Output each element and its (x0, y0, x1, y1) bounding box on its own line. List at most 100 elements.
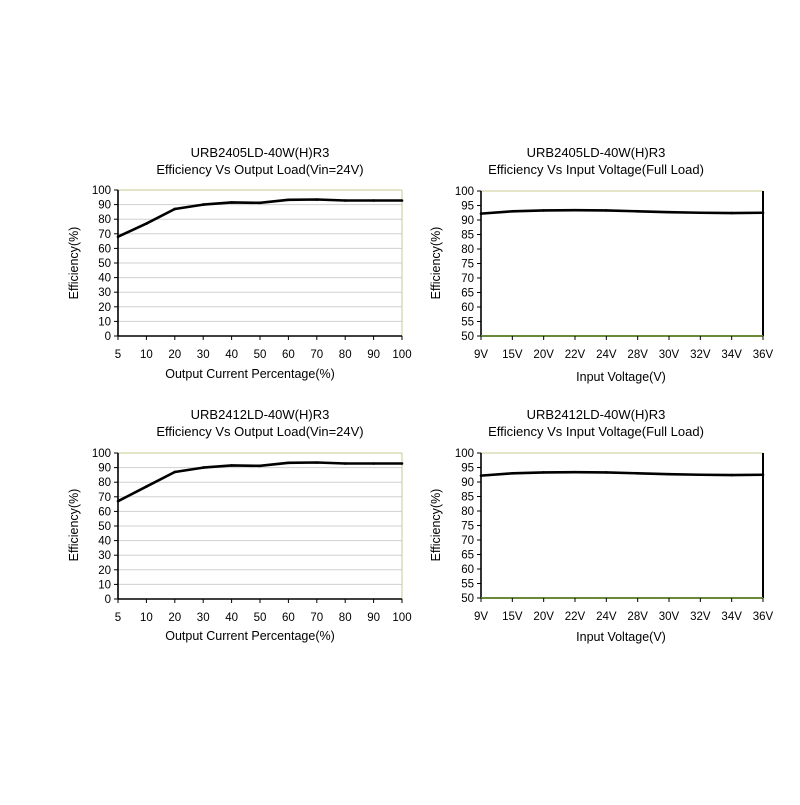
x-tick-label: 70 (310, 612, 323, 624)
data-point (173, 207, 177, 211)
x-tick-label: 34V (721, 349, 742, 361)
data-point (201, 203, 205, 206)
x-tick-label: 24V (596, 349, 617, 361)
x-tick-label: 22V (565, 349, 586, 361)
x-tick-label: 40 (225, 612, 238, 624)
data-point (730, 211, 733, 215)
y-tick-label: 50 (98, 521, 111, 533)
chart-subtitle: Efficiency Vs Output Load(Vin=24V) (156, 424, 363, 439)
x-tick-label: 28V (627, 349, 648, 361)
data-point (287, 461, 290, 465)
data-point (636, 472, 639, 475)
chart-subtitle: Efficiency Vs Input Voltage(Full Load) (488, 162, 704, 177)
y-tick-label: 75 (461, 259, 474, 271)
chart-subtitle: Efficiency Vs Output Load(Vin=24V) (156, 162, 363, 177)
data-point (372, 462, 375, 465)
data-point (573, 208, 577, 212)
y-tick-label: 100 (455, 186, 474, 198)
x-tick-label: 50 (254, 612, 267, 624)
x-axis-label: Output Current Percentage(%) (165, 629, 335, 643)
data-point (116, 235, 120, 239)
data-point (761, 211, 765, 215)
data-point (343, 199, 347, 202)
chart-title: URB2412LD-40W(H)R3 (191, 407, 330, 422)
x-tick-label: 36V (753, 349, 774, 361)
data-point (542, 471, 545, 474)
data-point (605, 471, 608, 474)
x-tick-label: 10 (140, 612, 153, 624)
x-tick-label: 20V (533, 349, 554, 361)
data-point (573, 470, 577, 474)
y-tick-label: 55 (461, 317, 474, 329)
data-point (343, 462, 347, 465)
y-tick-label: 85 (461, 230, 474, 242)
x-tick-label: 30V (659, 611, 680, 623)
x-tick-label: 60 (282, 349, 295, 361)
chart-title: URB2412LD-40W(H)R3 (527, 407, 666, 422)
y-tick-label: 20 (98, 302, 111, 314)
data-point (699, 473, 702, 477)
y-axis-label: Efficiency(%) (67, 227, 81, 300)
y-tick-label: 40 (98, 536, 111, 548)
data-point (699, 211, 702, 215)
x-tick-label: 100 (392, 612, 411, 624)
y-tick-label: 80 (98, 477, 111, 489)
x-tick-label: 15V (502, 349, 523, 361)
x-tick-label: 15V (502, 611, 523, 623)
x-tick-label: 20V (533, 611, 554, 623)
chart-title: URB2405LD-40W(H)R3 (527, 145, 666, 160)
x-tick-label: 60 (282, 612, 295, 624)
x-tick-label: 30V (659, 349, 680, 361)
x-tick-label: 32V (690, 611, 711, 623)
y-tick-label: 10 (98, 579, 111, 591)
y-tick-label: 60 (98, 243, 111, 255)
y-tick-label: 60 (461, 302, 474, 314)
chart-subtitle: Efficiency Vs Input Voltage(Full Load) (488, 424, 704, 439)
y-tick-label: 100 (92, 448, 111, 460)
data-point (230, 464, 233, 467)
y-tick-label: 70 (461, 273, 474, 285)
data-point (667, 210, 671, 214)
x-tick-label: 90 (367, 349, 380, 361)
y-axis-label: Efficiency(%) (67, 489, 81, 562)
y-axis-label: Efficiency(%) (429, 489, 443, 562)
data-point (605, 209, 608, 212)
data-point (400, 199, 404, 202)
y-tick-label: 50 (461, 593, 474, 605)
data-point (173, 470, 177, 474)
data-point (315, 198, 319, 201)
data-point (116, 499, 120, 503)
y-tick-label: 80 (461, 244, 474, 256)
x-tick-label: 5 (115, 612, 121, 624)
y-tick-label: 75 (461, 521, 474, 533)
y-tick-label: 95 (461, 463, 474, 475)
x-tick-label: 40 (225, 349, 238, 361)
y-tick-label: 65 (461, 550, 474, 562)
x-tick-label: 10 (140, 349, 153, 361)
x-tick-label: 30 (197, 612, 210, 624)
chart-urb2412-voltage: URB2412LD-40W(H)R3 Efficiency Vs Input V… (429, 407, 774, 644)
y-tick-label: 50 (98, 258, 111, 270)
y-tick-label: 80 (461, 506, 474, 518)
data-point (479, 474, 483, 477)
x-tick-label: 24V (596, 611, 617, 623)
chart-urb2405-load: URB2405LD-40W(H)R3 Efficiency Vs Output … (67, 145, 412, 381)
y-tick-label: 30 (98, 550, 111, 562)
y-tick-label: 80 (98, 214, 111, 226)
y-tick-label: 55 (461, 579, 474, 591)
chart-urb2412-load: URB2412LD-40W(H)R3 Efficiency Vs Output … (67, 407, 412, 643)
data-point (230, 201, 233, 204)
y-tick-label: 40 (98, 273, 111, 285)
y-tick-label: 30 (98, 287, 111, 299)
data-point (258, 464, 262, 468)
x-tick-label: 20 (168, 349, 181, 361)
y-tick-label: 10 (98, 316, 111, 328)
data-point (761, 473, 765, 477)
data-point (636, 210, 639, 213)
data-point (667, 472, 671, 476)
x-tick-label: 30 (197, 349, 210, 361)
x-tick-label: 90 (367, 612, 380, 624)
data-point (400, 462, 404, 465)
